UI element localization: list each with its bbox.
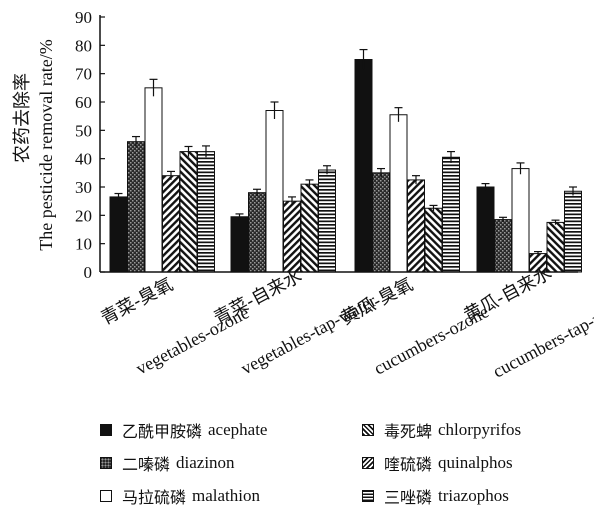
bar-chart: 农药去除率 The pesticide removal rate/% 0 10 20… [12, 8, 594, 382]
legend-label-zh: 毒死蜱 [384, 422, 433, 441]
bar-malathion-3 [389, 114, 408, 273]
category-label-zh: 青菜-自来水 [210, 266, 305, 330]
legend-swatch-chlorpyrifos [362, 424, 374, 436]
bar-diazinon-3 [372, 172, 390, 273]
y-axis-ticks: 0 10 20 30 40 50 60 70 80 90 [75, 8, 105, 282]
y-tick-label: 0 [84, 263, 93, 282]
legend-label-en: diazinon [176, 453, 235, 472]
y-tick-label: 60 [75, 93, 92, 112]
legend-item-chlorpyrifos: 毒死蜱 chlorpyrifos [362, 418, 521, 442]
bar-triazophos-1 [197, 151, 215, 273]
legend-label-zh: 喹硫磷 [384, 455, 433, 474]
bar-diazinon-1 [127, 141, 145, 273]
bar-triazophos-3 [442, 156, 460, 273]
legend-item-quinalphos: 喹硫磷 quinalphos [362, 451, 513, 475]
bar-malathion-4 [511, 168, 530, 273]
y-tick-label: 30 [75, 178, 92, 197]
y-tick-label: 10 [75, 235, 92, 254]
legend-swatch-diazinon [100, 457, 112, 469]
legend-label-zh: 乙酰甲胺磷 [122, 422, 203, 441]
y-tick-label: 40 [75, 150, 92, 169]
bar-chlorpyrifos-2 [283, 200, 301, 273]
bar-triazophos-4 [564, 190, 582, 273]
bar-malathion-1 [144, 87, 163, 273]
legend-label-en: triazophos [438, 486, 509, 505]
bar-acephate-2 [230, 216, 249, 273]
y-tick-label: 90 [75, 8, 92, 27]
y-tick-label: 50 [75, 121, 92, 140]
legend-swatch-quinalphos [362, 457, 374, 469]
error-bars [114, 48, 577, 256]
bar-acephate-1 [109, 196, 128, 273]
legend-item-acephate: 乙酰甲胺磷 acephate [100, 418, 267, 442]
y-tick-label: 80 [75, 36, 92, 55]
legend-swatch-triazophos [362, 490, 374, 502]
legend-label-en: quinalphos [438, 453, 513, 472]
bar-diazinon-2 [248, 192, 266, 273]
legend-label-zh: 三唑磷 [384, 488, 433, 507]
y-tick-label: 20 [75, 206, 92, 225]
legend-swatch-acephate [100, 424, 112, 436]
bar-acephate-3 [354, 59, 373, 273]
legend-item-diazinon: 二嗪磷 diazinon [100, 451, 235, 475]
bar-malathion-2 [265, 110, 284, 273]
bar-chlorpyrifos-3 [407, 179, 425, 273]
bar-chlorpyrifos-1 [162, 175, 180, 273]
bar-diazinon-4 [494, 219, 512, 273]
bars [109, 59, 582, 273]
legend-item-triazophos: 三唑磷 triazophos [362, 484, 509, 508]
legend-label-zh: 马拉硫磷 [122, 488, 187, 507]
category-labels: 青菜-臭氧vegetables-ozone青菜-自来水vegetables-ta… [97, 263, 594, 382]
y-axis-title-zh: 农药去除率 [12, 73, 33, 163]
bar-triazophos-2 [318, 169, 336, 273]
category-label-zh: 青菜-臭氧 [97, 274, 176, 329]
legend-label-zh: 二嗪磷 [122, 455, 171, 474]
legend-label-en: acephate [208, 420, 268, 439]
legend-item-malathion: 马拉硫磷 malathion [100, 484, 260, 508]
legend-label-en: chlorpyrifos [438, 420, 522, 439]
legend-label-en: malathion [192, 486, 260, 505]
bar-quinalphos-3 [424, 207, 443, 273]
y-axis-title-en: The pesticide removal rate/% [36, 39, 56, 250]
bar-quinalphos-1 [179, 151, 198, 273]
bar-acephate-4 [476, 186, 495, 273]
bar-quinalphos-2 [300, 183, 319, 273]
bar-quinalphos-4 [546, 221, 565, 273]
legend-swatch-malathion [100, 490, 112, 502]
y-tick-label: 70 [75, 65, 92, 84]
